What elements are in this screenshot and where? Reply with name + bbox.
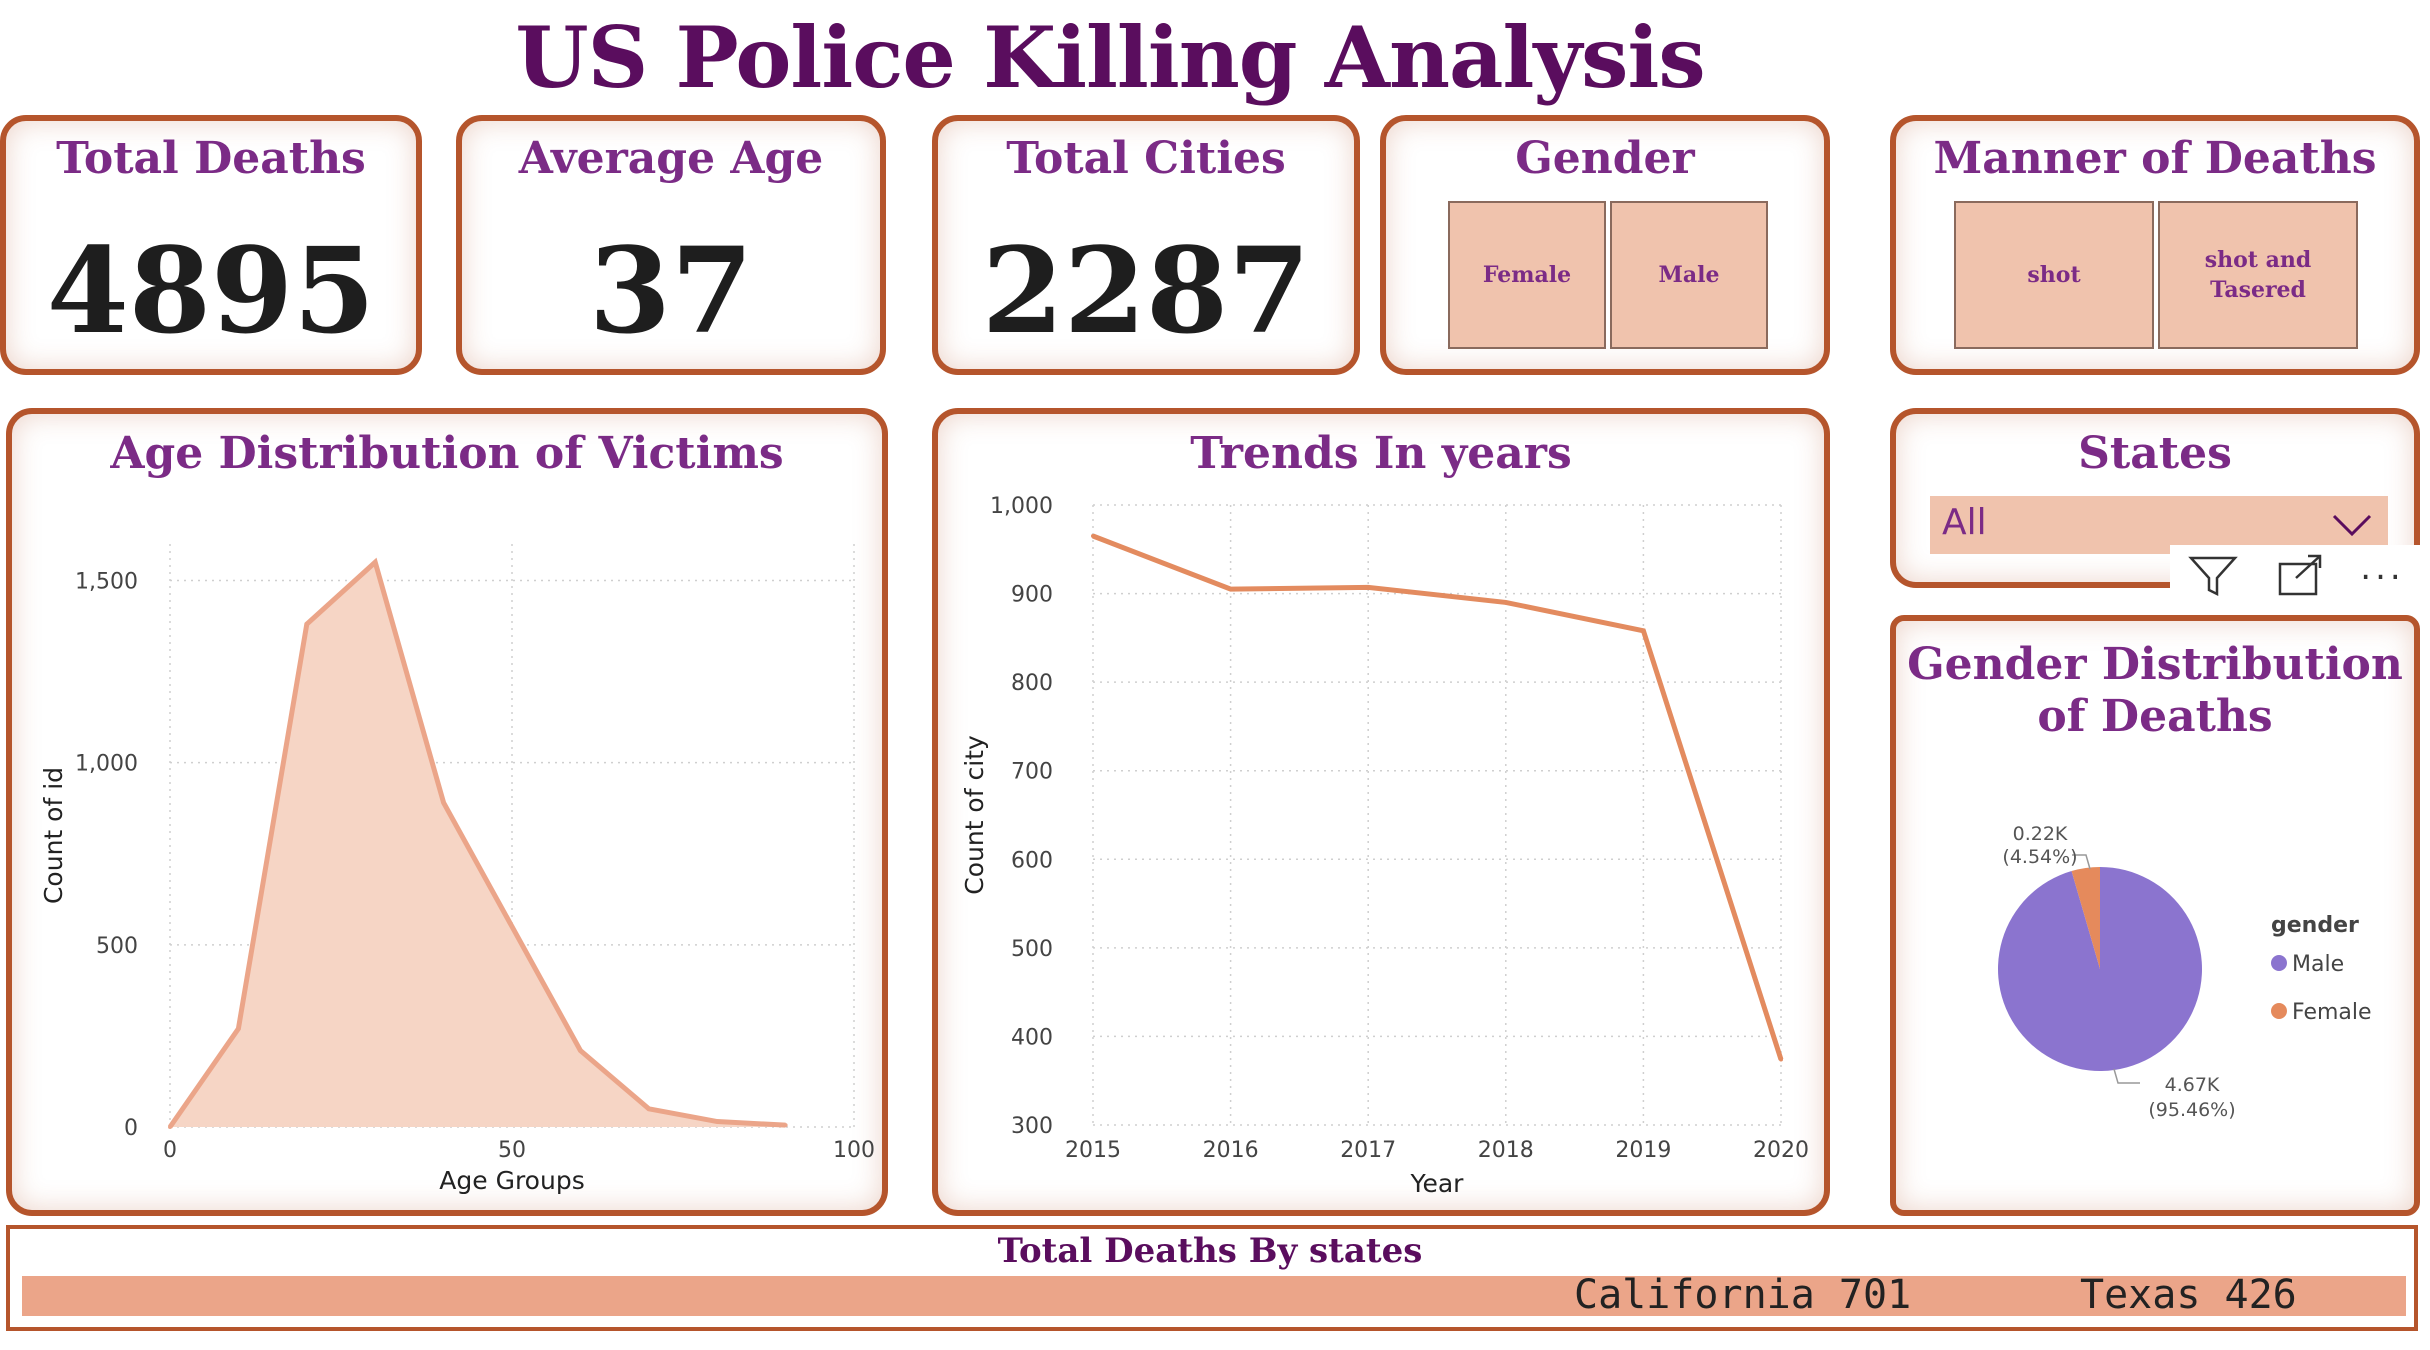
legend-label-female: Female	[2292, 1000, 2372, 1025]
x-tick-label: 2018	[1478, 1138, 1534, 1163]
y-tick-label: 400	[1011, 1025, 1053, 1050]
focus-mode-icon[interactable]	[2274, 552, 2326, 600]
kpi-value: 4895	[46, 221, 376, 360]
x-tick-label: 100	[833, 1138, 875, 1163]
filter-icon[interactable]	[2187, 552, 2239, 600]
y-tick-label: 1,000	[990, 494, 1053, 519]
gender-distribution-card: Gender Distribution of Deaths 0.22K (4.54…	[1890, 615, 2420, 1216]
series-line	[167, 557, 786, 1129]
data-point	[715, 1119, 720, 1124]
data-label-male-pct: (95.46%)	[2148, 1099, 2235, 1121]
age-distribution-chart[interactable]: 0 500 1,000 1,500 0 50 100 Age Groups Count of i…	[12, 414, 882, 1210]
state-label-california[interactable]: California 701	[1574, 1272, 1912, 1318]
legend-marker-male	[2271, 955, 2287, 971]
slicer-title: States	[2078, 428, 2232, 479]
data-label-female: 0.22K	[2013, 823, 2068, 845]
manner-option-shot-and-tasered[interactable]: shot and Tasered	[2158, 201, 2358, 349]
states-slicer: States All	[1890, 408, 2420, 588]
legend-title: gender	[2271, 913, 2359, 938]
kpi-label: Average Age	[518, 133, 824, 184]
y-tick-label: 1,000	[75, 752, 138, 777]
gender-option-female[interactable]: Female	[1448, 201, 1606, 349]
state-label-texas[interactable]: Texas 426	[2080, 1272, 2297, 1318]
data-point	[1366, 585, 1371, 590]
y-tick-label: 500	[96, 934, 138, 959]
kpi-total-deaths[interactable]: Total Deaths 4895	[0, 115, 422, 375]
kpi-value: 37	[588, 221, 754, 360]
gender-pie-chart[interactable]: 0.22K(4.54%) 4.67K (95.46%) gender Male Femal…	[1896, 621, 2414, 1210]
x-tick-label: 50	[498, 1138, 526, 1163]
legend-marker-female	[2271, 1003, 2287, 1019]
data-point	[373, 560, 378, 565]
gender-option-male[interactable]: Male	[1610, 201, 1768, 349]
data-point	[1641, 628, 1646, 633]
data-point	[236, 1026, 241, 1031]
data-point	[783, 1123, 788, 1128]
slicer-title: Manner of Deaths	[1933, 133, 2377, 184]
area-fill	[170, 562, 786, 1127]
legend-label-male: Male	[2292, 952, 2344, 977]
data-label-female-pct: (4.54%)	[2002, 846, 2077, 868]
kpi-total-cities[interactable]: Total Cities 2287	[932, 115, 1360, 375]
kpi-value: 2287	[981, 221, 1311, 360]
chevron-down-icon	[2332, 514, 2372, 537]
slicer-title: Gender	[1515, 133, 1695, 184]
data-point	[441, 800, 446, 805]
y-tick-label: 1,500	[75, 569, 138, 594]
y-axis-label: Count of city	[960, 735, 989, 895]
chart-title: Age Distribution of Victims	[110, 428, 784, 479]
data-point	[168, 1125, 172, 1129]
leader-line	[2113, 1068, 2140, 1084]
chart-title: Gender Distribution of Deaths	[1907, 639, 2403, 742]
deaths-by-states-card: Total Deaths By states California 701 Te…	[6, 1225, 2418, 1331]
x-tick-label: 2015	[1065, 1138, 1121, 1163]
y-tick-label: 300	[1011, 1114, 1053, 1139]
y-tick-label: 0	[124, 1116, 138, 1141]
series-line	[1092, 533, 1784, 1061]
x-axis-label: Year	[1410, 1169, 1465, 1198]
data-point	[1091, 534, 1095, 538]
chart-title: Total Deaths By states	[997, 1231, 1423, 1271]
kpi-label: Total Cities	[1006, 133, 1286, 184]
y-tick-label: 900	[1011, 583, 1053, 608]
manner-slicer: Manner of Deaths shot shot and Tasered	[1890, 115, 2420, 375]
x-tick-label: 2019	[1615, 1138, 1671, 1163]
dashboard-title: US Police Killing Analysis	[515, 8, 1705, 107]
leader-line	[2072, 854, 2091, 870]
x-axis-label: Age Groups	[439, 1166, 584, 1195]
age-distribution-card: Age Distribution of Victims 0 500 1,000 1,5…	[6, 408, 888, 1216]
trends-chart[interactable]: 300 400 500 600 700 800 900 1,000 2015 2016 2017 20…	[938, 414, 1824, 1210]
manner-option-shot[interactable]: shot	[1954, 201, 2154, 349]
data-point	[1228, 587, 1233, 592]
more-options-icon[interactable]: ...	[2360, 548, 2405, 588]
data-point	[1779, 1057, 1783, 1062]
data-label-male: 4.67K	[2165, 1074, 2220, 1096]
states-bar[interactable]: California 701 Texas 426	[22, 1272, 2406, 1318]
trends-card: Trends In years 300 400 500 600 700 800 900 1,0…	[932, 408, 1830, 1216]
kpi-label: Total Deaths	[56, 133, 366, 184]
data-point	[578, 1048, 583, 1053]
x-tick-label: 2020	[1753, 1138, 1809, 1163]
pie-slice-female	[2071, 867, 2100, 969]
y-tick-label: 700	[1011, 760, 1053, 785]
y-tick-label: 500	[1011, 937, 1053, 962]
y-axis-label: Count of id	[39, 767, 68, 904]
gender-slicer: Gender Female Male	[1380, 115, 1830, 375]
y-tick-label: 600	[1011, 848, 1053, 873]
chart-title: Trends In years	[1190, 428, 1572, 479]
data-point	[510, 924, 514, 929]
data-point	[304, 622, 309, 627]
kpi-average-age[interactable]: Average Age 37	[456, 115, 886, 375]
visual-toolbar: ...	[2170, 545, 2422, 607]
y-tick-label: 800	[1011, 671, 1053, 696]
data-point	[646, 1106, 651, 1111]
x-tick-label: 0	[163, 1138, 177, 1163]
x-tick-label: 2016	[1203, 1138, 1259, 1163]
dropdown-value: All	[1942, 502, 1987, 543]
data-point	[1503, 600, 1508, 605]
x-tick-label: 2017	[1340, 1138, 1396, 1163]
states-dropdown[interactable]: All	[1930, 496, 2388, 554]
